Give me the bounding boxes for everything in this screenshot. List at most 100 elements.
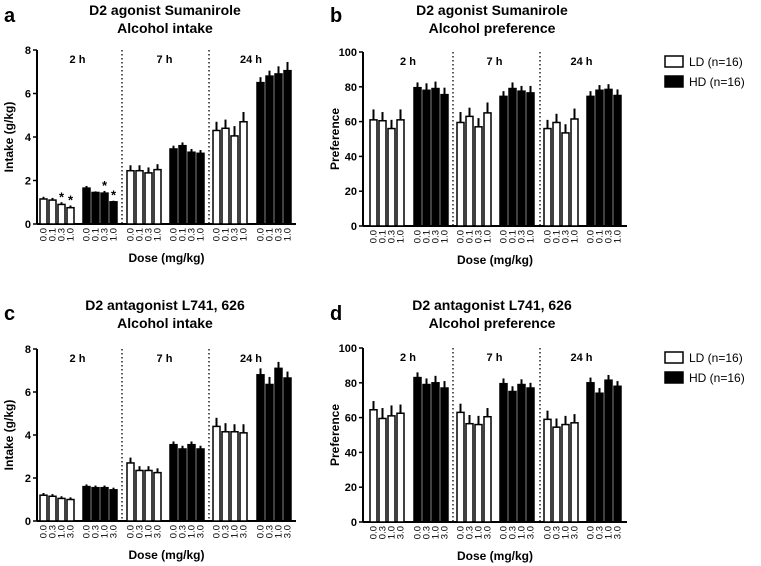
x-tick-label: 0.1 <box>465 230 476 243</box>
bar-ld <box>135 169 144 225</box>
bar-hd <box>586 95 595 227</box>
bar-hd <box>413 376 422 523</box>
time-group-label: 7 h <box>157 353 173 365</box>
bar-hd <box>169 148 178 225</box>
bar-hd <box>169 443 178 522</box>
x-tick-label: 0.0 <box>82 525 93 538</box>
bar-ld <box>212 425 221 522</box>
x-tick-label: 0.3 <box>378 526 389 539</box>
chart-title: Alcohol preference <box>429 20 556 36</box>
bar-hd <box>265 383 274 522</box>
bar-hd <box>499 382 508 523</box>
bar-hd <box>440 387 449 523</box>
legend-label: HD (n=16) <box>689 75 745 89</box>
chart-title: D2 antagonist L741, 626 <box>85 297 245 313</box>
x-tick-label: 0.1 <box>508 230 519 243</box>
bar-hd <box>413 86 422 227</box>
bar-ld <box>474 126 483 227</box>
x-axis-label: Dose (mg/kg) <box>128 251 204 265</box>
significance-marker: * <box>102 178 108 193</box>
x-tick-label: 0.3 <box>508 526 519 539</box>
x-tick-label: 1.0 <box>440 230 451 243</box>
x-tick-label: 1.0 <box>483 230 494 243</box>
bar-ld <box>239 121 248 225</box>
x-tick-label: 0.3 <box>48 525 59 538</box>
bar-ld <box>561 423 570 523</box>
x-tick-label: 3.0 <box>483 526 494 539</box>
x-tick-label: 1.0 <box>274 525 285 538</box>
chart-title: Alcohol preference <box>429 315 556 331</box>
y-tick-label: 20 <box>345 482 357 494</box>
y-tick-label: 0 <box>351 517 357 529</box>
x-tick-label: 1.0 <box>387 526 398 539</box>
x-tick-label: 1.0 <box>526 230 537 243</box>
chart-title: D2 agonist Sumanirole <box>416 2 568 18</box>
x-tick-label: 0.3 <box>221 525 232 538</box>
y-tick-label: 0 <box>25 219 31 231</box>
bar-ld <box>543 127 552 227</box>
x-tick-label: 0.1 <box>221 228 232 241</box>
x-tick-label: 1.0 <box>561 526 572 539</box>
x-tick-label: 1.0 <box>431 526 442 539</box>
bar-hd <box>178 144 187 225</box>
y-axis-label: Intake (g/kg) <box>2 102 16 173</box>
x-tick-label: 0.3 <box>465 526 476 539</box>
x-tick-label: 0.3 <box>135 525 146 538</box>
x-tick-label: 3.0 <box>570 526 581 539</box>
bar-ld <box>212 129 221 225</box>
bar-hd <box>256 81 265 225</box>
x-tick-label: 0.3 <box>422 526 433 539</box>
time-group-label: 24 h <box>570 56 592 68</box>
y-axis-label: Preference <box>328 404 342 466</box>
time-group-label: 7 h <box>487 56 503 68</box>
panel-c: c D2 antagonist L741, 626 Alcohol intake 0 2… <box>2 297 296 562</box>
time-group-label: 24 h <box>240 353 262 365</box>
y-tick-label: 20 <box>345 186 357 198</box>
y-tick-label: 80 <box>345 378 357 390</box>
panel-b: b D2 agonist Sumanirole Alcohol preference… <box>328 2 745 267</box>
bar-hd <box>274 367 283 522</box>
x-tick-label: 0.0 <box>39 228 50 241</box>
x-tick-label: 0.1 <box>48 228 59 241</box>
time-group-label: 24 h <box>240 54 262 66</box>
bar-ld <box>474 423 483 523</box>
x-tick-label: 0.0 <box>543 230 554 243</box>
y-tick-label: 6 <box>25 387 31 399</box>
x-tick-label: 0.0 <box>126 228 137 241</box>
bar-ld <box>456 121 465 227</box>
bar-ld <box>144 469 153 522</box>
legend-swatch-hd <box>664 371 684 384</box>
bar-ld <box>221 431 230 522</box>
x-tick-label: 3.0 <box>526 526 537 539</box>
x-tick-label: 0.0 <box>499 526 510 539</box>
y-tick-label: 80 <box>345 82 357 94</box>
x-tick-label: 0.0 <box>256 525 267 538</box>
y-tick-label: 4 <box>25 132 32 144</box>
bar-ld <box>144 172 153 225</box>
bar-hd <box>109 201 118 225</box>
x-tick-label: 1.0 <box>239 228 250 241</box>
y-axis-label: Preference <box>328 108 342 170</box>
x-tick-label: 3.0 <box>196 525 207 538</box>
bar-ld <box>387 415 396 523</box>
x-tick-label: 0.3 <box>230 228 241 241</box>
x-tick-label: 3.0 <box>109 525 120 538</box>
bar-hd <box>100 486 109 522</box>
y-tick-label: 40 <box>345 151 357 163</box>
chart-title: Alcohol intake <box>117 20 213 36</box>
x-axis-label: Dose (mg/kg) <box>457 253 533 267</box>
bar-hd <box>91 486 100 522</box>
time-group-label: 2 h <box>400 352 416 364</box>
time-group-label: 2 h <box>70 353 86 365</box>
x-tick-label: 3.0 <box>239 525 250 538</box>
bar-hd <box>100 192 109 225</box>
bar-ld <box>396 119 405 227</box>
x-tick-label: 0.0 <box>586 230 597 243</box>
x-tick-label: 0.1 <box>552 230 563 243</box>
bar-hd <box>422 89 431 227</box>
x-tick-label: 1.0 <box>109 228 120 241</box>
bar-hd <box>604 88 613 227</box>
x-tick-label: 0.0 <box>126 525 137 538</box>
bar-ld <box>387 127 396 227</box>
